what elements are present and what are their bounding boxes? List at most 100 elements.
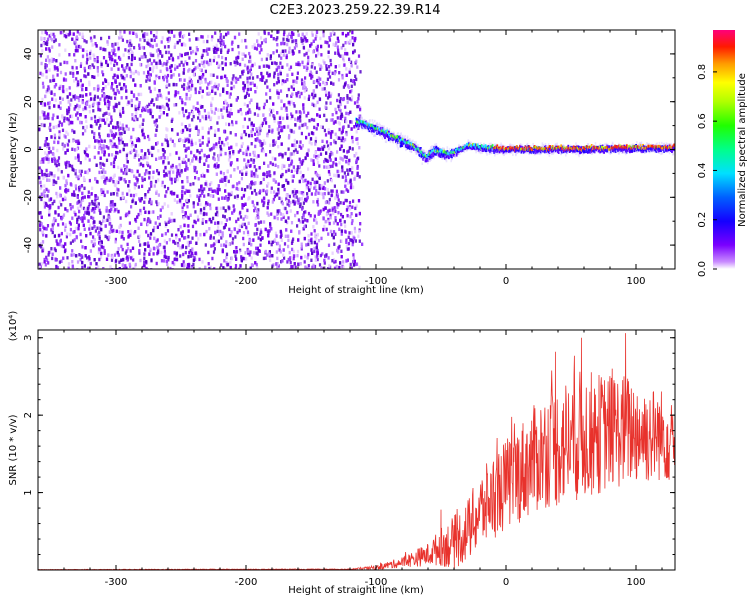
noise-cell [42,233,45,237]
noise-cell [342,139,345,143]
noise-cell [281,259,284,263]
noise-cell [356,100,359,104]
noise-cell [191,251,194,255]
noise-cell [344,41,347,45]
noise-cell [265,79,268,83]
noise-cell [96,56,99,60]
noise-cell [51,252,54,256]
noise-cell [103,139,106,143]
noise-cell [318,107,321,111]
noise-cell [307,234,310,238]
noise-cell [325,118,328,122]
noise-cell [329,32,332,36]
noise-cell [335,110,338,115]
noise-cell [200,55,203,60]
noise-cell [310,76,313,80]
noise-cell [190,80,193,84]
noise-cell [49,79,52,83]
noise-cell [114,237,117,242]
noise-cell [347,112,350,116]
noise-cell [204,182,207,186]
noise-cell [157,193,160,197]
noise-cell [60,259,63,263]
noise-cell [143,172,147,176]
noise-cell [175,151,178,155]
noise-cell [255,246,258,251]
noise-cell [241,52,244,56]
noise-cell [229,92,232,96]
noise-cell [52,113,55,117]
noise-cell [200,187,203,191]
noise-cell [356,65,359,69]
noise-cell [284,151,287,156]
noise-cell [111,153,114,157]
noise-cell [274,140,277,145]
noise-cell [273,194,276,199]
noise-cell [182,71,185,75]
noise-cell [308,188,311,192]
noise-cell [45,255,48,260]
noise-cell [250,173,253,178]
noise-cell [98,132,101,136]
noise-cell [288,100,291,105]
noise-cell [177,90,180,95]
noise-cell [139,211,142,216]
noise-cell [166,170,169,174]
noise-cell [159,50,162,54]
noise-cell [352,199,355,203]
noise-cell [114,53,117,57]
noise-cell [149,108,152,112]
noise-cell [79,120,82,125]
noise-cell [318,176,321,180]
noise-cell [155,43,158,47]
noise-cell [158,105,161,109]
noise-cell [203,153,206,158]
noise-cell [200,191,204,195]
noise-cell [196,149,199,153]
noise-cell [40,43,43,48]
noise-cell [102,219,105,223]
noise-cell [187,158,190,162]
noise-cell [126,160,129,164]
noise-cell [110,258,114,262]
noise-cell [156,97,159,101]
noise-cell [49,171,52,175]
noise-cell [235,219,238,224]
noise-cell [340,232,343,236]
noise-cell [291,39,294,44]
noise-cell [70,98,73,102]
noise-cell [206,86,209,90]
noise-cell [167,186,170,191]
noise-cell [198,63,201,67]
noise-cell [98,101,101,106]
noise-cell [104,121,107,125]
noise-cell [188,80,191,84]
noise-cell [122,53,125,57]
noise-cell [165,138,168,142]
noise-cell [345,188,348,192]
noise-cell [319,152,323,156]
noise-cell [176,65,179,69]
noise-cell [130,205,133,209]
noise-cell [307,238,310,243]
noise-cell [167,204,170,208]
noise-cell [240,112,243,116]
noise-cell [304,210,307,214]
noise-cell [108,35,111,40]
noise-cell [264,81,267,85]
noise-cell [259,44,262,48]
noise-cell [313,125,316,130]
noise-cell [273,75,276,79]
noise-cell [340,112,343,116]
noise-cell [313,186,316,190]
noise-cell [247,251,250,255]
noise-cell [225,91,229,95]
noise-cell [124,180,127,184]
noise-cell [155,118,158,122]
noise-cell [220,76,223,80]
noise-cell [294,190,297,194]
noise-cell [331,118,334,122]
noise-cell [280,260,283,264]
noise-cell [225,240,228,244]
noise-cell [266,211,269,215]
